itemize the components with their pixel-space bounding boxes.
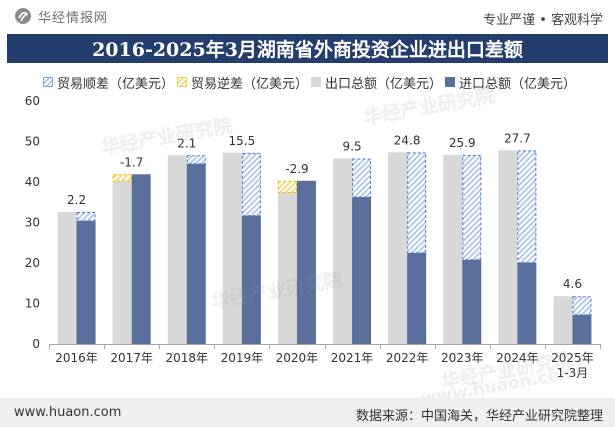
legend-item-import: 进口总额（亿美元） (445, 74, 579, 92)
import-bar (572, 314, 592, 344)
legend-swatch-export (311, 77, 321, 87)
chart-title: 2016-2025年3月湖南省外商投资企业进出口差额 (92, 39, 523, 61)
y-tick-label: 0 (32, 337, 40, 351)
brand-slogan: 专业严谨 • 客观科学 (483, 13, 603, 28)
chart-title-bar: 2016-2025年3月湖南省外商投资企业进出口差额 (7, 34, 608, 63)
page-header: 华经情报网 专业严谨 • 客观科学 (0, 0, 615, 32)
export-bar (498, 150, 518, 344)
export-bar (333, 158, 353, 344)
footer-source: 数据来源：中国海关，华经产业研究院整理 (355, 409, 603, 424)
legend-swatch-deficit (177, 77, 187, 87)
import-bar (186, 163, 206, 344)
bars-layer (57, 150, 592, 344)
surplus-hatch (241, 152, 261, 217)
huajing-logo-icon (14, 7, 32, 25)
export-bar (167, 155, 187, 344)
data-label: 2.2 (67, 193, 86, 207)
surplus-hatch (76, 211, 96, 222)
chart-plot: 0 10 20 30 40 50 60 2.2 -1.7 2.1 15.5 -2.9 9.5 24.8 25… (25, 94, 601, 351)
legend-swatch-surplus (43, 77, 53, 87)
export-bar (277, 192, 297, 344)
data-label: 27.7 (504, 131, 531, 145)
data-label: 24.8 (394, 133, 421, 147)
surplus-hatch (407, 152, 427, 254)
y-tick-label: 20 (25, 256, 40, 270)
surplus-hatch (352, 158, 372, 198)
axis-layer: 0 10 20 30 40 50 60 (25, 94, 601, 351)
legend-item-surplus: 贸易顺差（亿美元） (43, 74, 177, 92)
brand-name: 华经情报网 (38, 10, 109, 26)
export-bar (57, 211, 77, 344)
surplus-hatch (462, 154, 482, 261)
legend-swatch-import (445, 77, 455, 87)
data-label: 4.6 (563, 277, 582, 291)
chart-legend: 贸易顺差（亿美元） 贸易逆差（亿美元） 出口总额（亿美元） 进口总额（亿美元） (43, 74, 579, 92)
data-label: 25.9 (449, 136, 476, 150)
export-bar (553, 296, 573, 344)
legend-item-export: 出口总额（亿美元） (311, 74, 445, 92)
data-label: 2.1 (177, 136, 196, 150)
import-bar (407, 252, 427, 344)
import-bar (517, 262, 537, 344)
y-tick-label: 40 (25, 175, 40, 189)
import-bar (352, 196, 372, 344)
y-tick-label: 60 (25, 94, 40, 108)
surplus-hatch (572, 296, 592, 316)
export-bar (112, 181, 132, 344)
import-bar (296, 180, 316, 344)
brand-logo: 华经情报网 (14, 7, 109, 26)
page-footer: www.huaon.com 数据来源：中国海关，华经产业研究院整理 (0, 398, 615, 427)
legend-item-deficit: 贸易逆差（亿美元） (177, 74, 311, 92)
data-labels-layer: 2.2 -1.7 2.1 15.5 -2.9 9.5 24.8 25.9 27.7 4.6 (67, 131, 582, 291)
legend-label-deficit: 贸易逆差（亿美元） (191, 76, 309, 92)
export-bar (443, 154, 463, 344)
deficit-hatch (277, 180, 297, 194)
footer-website: www.huaon.com (14, 405, 122, 420)
legend-label-surplus: 贸易顺差（亿美元） (57, 76, 175, 92)
surplus-hatch (517, 150, 537, 264)
import-bar (131, 174, 151, 344)
y-tick-label: 30 (25, 216, 40, 230)
data-label: -1.7 (120, 155, 143, 169)
import-bar (241, 215, 261, 344)
y-tick-label: 10 (25, 297, 40, 311)
import-bar (76, 220, 96, 344)
legend-label-export: 出口总额（亿美元） (325, 76, 443, 92)
export-bar (388, 152, 408, 344)
surplus-hatch (186, 155, 206, 165)
y-tick-label: 50 (25, 135, 40, 149)
data-label: 9.5 (343, 140, 362, 154)
export-bar (222, 152, 242, 344)
deficit-hatch (112, 174, 132, 182)
legend-label-import: 进口总额（亿美元） (459, 76, 577, 92)
data-label: 15.5 (228, 134, 255, 148)
import-bar (462, 259, 482, 344)
data-label: -2.9 (285, 162, 308, 176)
